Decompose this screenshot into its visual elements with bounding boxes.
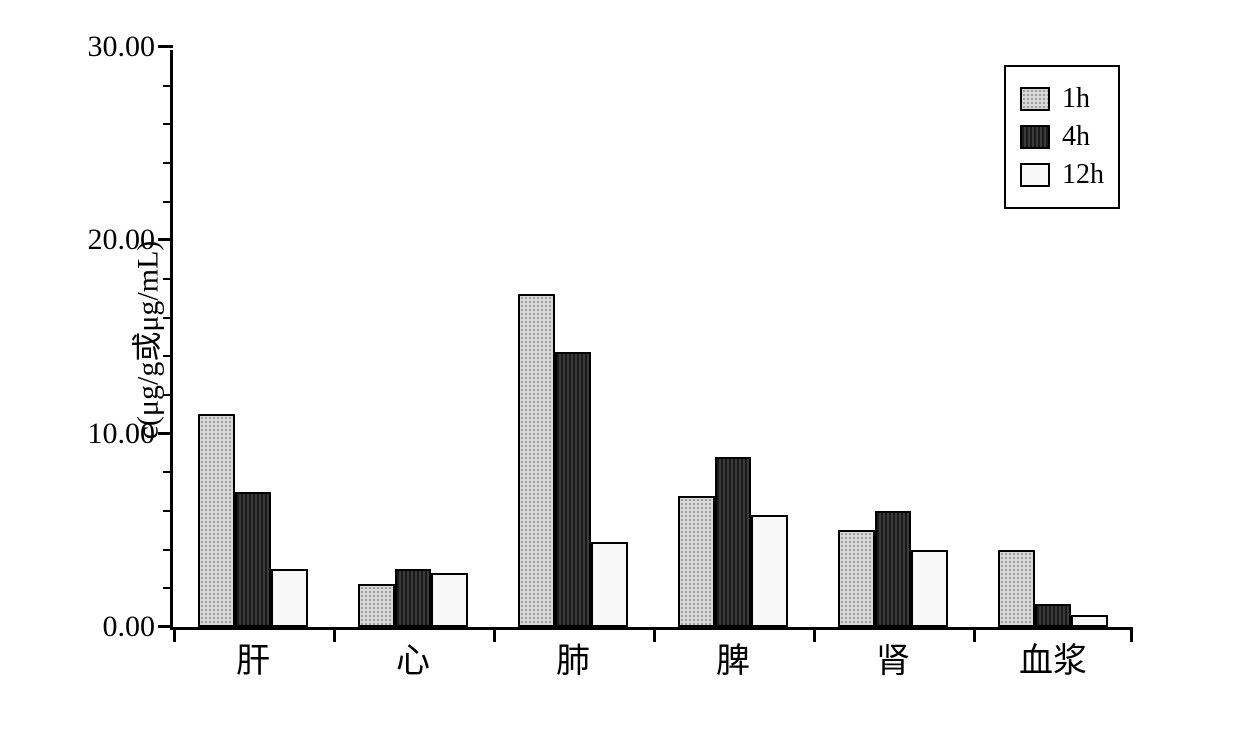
y-tick-minor [163,394,173,396]
x-tick-label: 血浆 [1019,633,1087,682]
y-tick-label: 20.00 [88,223,156,257]
y-tick-minor [163,278,173,280]
y-tick-minor [163,549,173,551]
y-tick-major [158,432,173,435]
y-tick-minor [163,587,173,589]
x-tick-label: 肺 [556,633,590,682]
bar [591,542,628,627]
bar [358,584,395,627]
bar [395,569,432,627]
chart-container: c(μg/g或μg/mL) 0.0010.0020.0030.00 肝心肺脾肾血… [20,20,1220,720]
y-tick-minor [163,355,173,357]
bar [518,294,555,627]
legend-item-1h: 1h [1020,83,1104,115]
y-tick-label: 10.00 [88,417,156,451]
legend-swatch-4h [1020,125,1050,149]
x-tick-label: 心 [396,633,430,682]
bar [1071,615,1108,627]
x-tick-label: 脾 [716,633,750,682]
legend-swatch-1h [1020,87,1050,111]
y-tick-major [158,625,173,628]
y-axis-title: c(μg/g或μg/mL) [122,241,166,440]
legend-item-4h: 4h [1020,121,1104,153]
x-tick-label: 肝 [236,633,270,682]
bar [998,550,1035,627]
x-tick [1130,627,1133,642]
bar [751,515,788,627]
y-tick-minor [163,85,173,87]
plot-area: 0.0010.0020.0030.00 肝心肺脾肾血浆 1h 4h 12h [170,50,1130,630]
legend-label-1h: 1h [1062,83,1090,115]
x-tick [973,627,976,642]
y-tick-minor [163,471,173,473]
x-tick [333,627,336,642]
legend-label-4h: 4h [1062,121,1090,153]
bar [678,496,715,627]
bar [1035,604,1072,627]
bar [875,511,912,627]
legend-swatch-12h [1020,163,1050,187]
y-tick-major [158,238,173,241]
x-tick [493,627,496,642]
x-tick [173,627,176,642]
bar [431,573,468,627]
x-tick [653,627,656,642]
legend-label-12h: 12h [1062,159,1104,191]
y-tick-minor [163,162,173,164]
bar [911,550,948,627]
y-tick-major [158,45,173,48]
y-tick-minor [163,510,173,512]
bar [838,530,875,627]
bar [715,457,752,627]
y-tick-minor [163,201,173,203]
bar [235,492,272,627]
bar [271,569,308,627]
x-tick [813,627,816,642]
y-tick-label: 0.00 [103,610,156,644]
bar [198,414,235,627]
y-tick-minor [163,317,173,319]
y-tick-minor [163,123,173,125]
legend: 1h 4h 12h [1004,65,1120,209]
y-tick-label: 30.00 [88,30,156,64]
legend-item-12h: 12h [1020,159,1104,191]
bar [555,352,592,627]
x-tick-label: 肾 [876,633,910,682]
